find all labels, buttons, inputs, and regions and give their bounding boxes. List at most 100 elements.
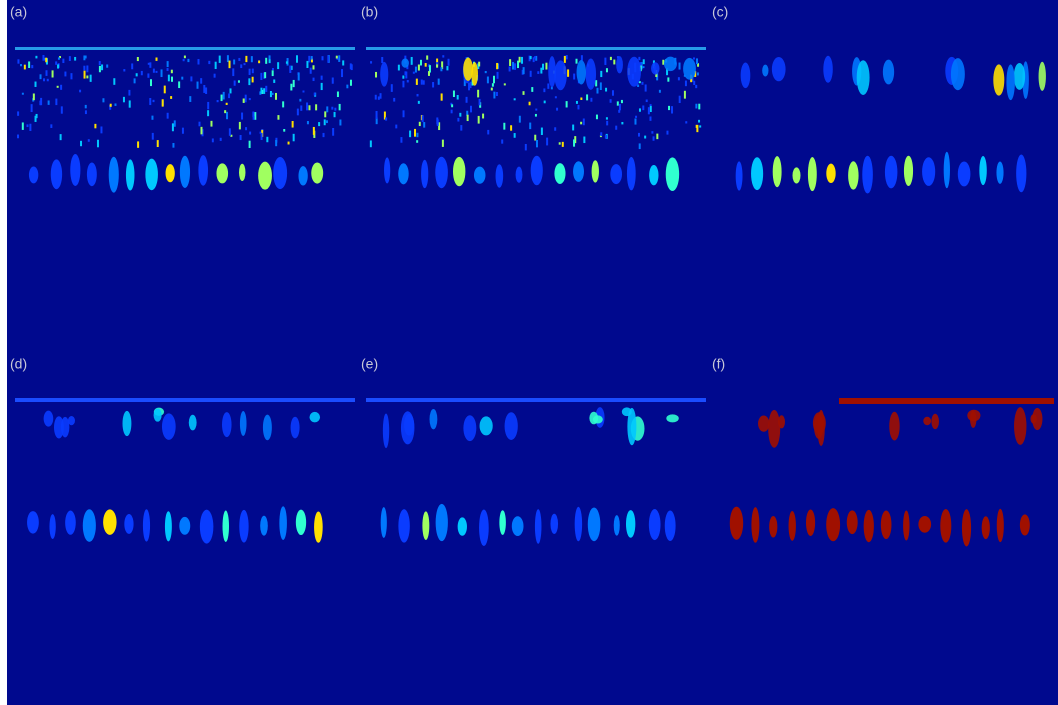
speckle <box>306 61 308 68</box>
speckle <box>269 59 271 63</box>
speckle <box>35 82 37 87</box>
speckle <box>545 63 547 70</box>
speckle <box>641 82 643 85</box>
speckle <box>339 104 341 110</box>
speckle <box>302 90 304 92</box>
speckle <box>114 103 116 105</box>
top-line <box>366 398 706 402</box>
speckle <box>64 72 66 77</box>
speckle <box>277 62 279 69</box>
speckle <box>649 116 651 120</box>
blob <box>512 516 524 536</box>
speckle <box>510 125 512 130</box>
blob <box>436 504 448 541</box>
speckle <box>332 128 334 136</box>
speckle <box>61 106 63 113</box>
speckle <box>684 91 686 99</box>
speckle <box>621 100 623 103</box>
speckle <box>523 91 525 95</box>
speckle <box>482 114 484 119</box>
blob <box>109 157 119 193</box>
speckle <box>36 114 38 118</box>
speckle <box>576 59 578 64</box>
speckle <box>395 125 397 129</box>
blob <box>179 517 190 535</box>
speckle <box>226 112 228 119</box>
speckle <box>639 108 641 111</box>
speckle <box>339 120 341 126</box>
speckle <box>618 110 620 113</box>
speckle <box>530 56 532 59</box>
figure: (a)(b)(c)(d)(e)(f) <box>0 0 1058 705</box>
speckle <box>496 92 498 96</box>
speckle <box>535 114 537 117</box>
speckle <box>572 125 574 131</box>
speckle <box>413 72 415 74</box>
blob <box>380 62 388 87</box>
speckle <box>679 96 681 103</box>
speckle <box>478 116 480 124</box>
blob <box>216 163 228 183</box>
blob <box>554 163 565 184</box>
speckle <box>336 56 338 59</box>
blob <box>848 161 858 189</box>
speckle <box>446 66 448 70</box>
blob <box>314 511 323 542</box>
speckle <box>610 99 612 103</box>
blob <box>814 414 823 439</box>
blob <box>398 509 409 542</box>
top-line <box>366 47 706 50</box>
speckle <box>239 122 241 129</box>
speckle <box>308 105 310 110</box>
speckle <box>542 64 544 70</box>
speckle <box>530 71 532 77</box>
speckle <box>238 58 240 61</box>
speckle <box>153 100 155 102</box>
speckle <box>546 138 548 146</box>
speckle <box>172 123 174 131</box>
speckle <box>220 138 222 141</box>
speckle <box>327 55 329 62</box>
blob <box>162 413 176 439</box>
speckle <box>137 141 139 147</box>
blob <box>499 510 506 535</box>
speckle <box>645 84 647 91</box>
blob <box>124 514 133 534</box>
speckle <box>101 64 103 70</box>
speckle <box>229 61 231 69</box>
speckle <box>198 122 200 127</box>
speckle <box>22 122 24 129</box>
speckle <box>172 143 174 148</box>
blob <box>982 516 990 539</box>
speckle <box>313 127 315 135</box>
speckle <box>55 99 57 105</box>
speckle <box>80 141 82 146</box>
speckle <box>321 76 323 80</box>
speckle <box>167 68 169 71</box>
speckle <box>531 87 533 92</box>
speckle <box>300 105 302 110</box>
speckle <box>277 115 279 120</box>
speckle <box>423 80 425 84</box>
speckle <box>90 75 92 82</box>
speckle <box>264 72 266 78</box>
speckle <box>610 57 612 60</box>
blob <box>180 156 190 188</box>
speckle <box>260 88 262 94</box>
blob <box>588 508 601 542</box>
speckle <box>583 137 585 144</box>
speckle <box>514 133 516 138</box>
blob <box>535 509 542 544</box>
panel-label: (f) <box>712 355 725 371</box>
blob <box>480 416 493 435</box>
speckle <box>136 73 138 76</box>
blob <box>666 157 679 191</box>
blob <box>665 511 676 541</box>
speckle <box>275 93 277 100</box>
speckle <box>428 71 430 76</box>
blob <box>51 159 62 189</box>
blob <box>516 167 523 183</box>
speckle <box>693 81 695 85</box>
blob <box>298 166 307 185</box>
speckle <box>85 110 87 114</box>
